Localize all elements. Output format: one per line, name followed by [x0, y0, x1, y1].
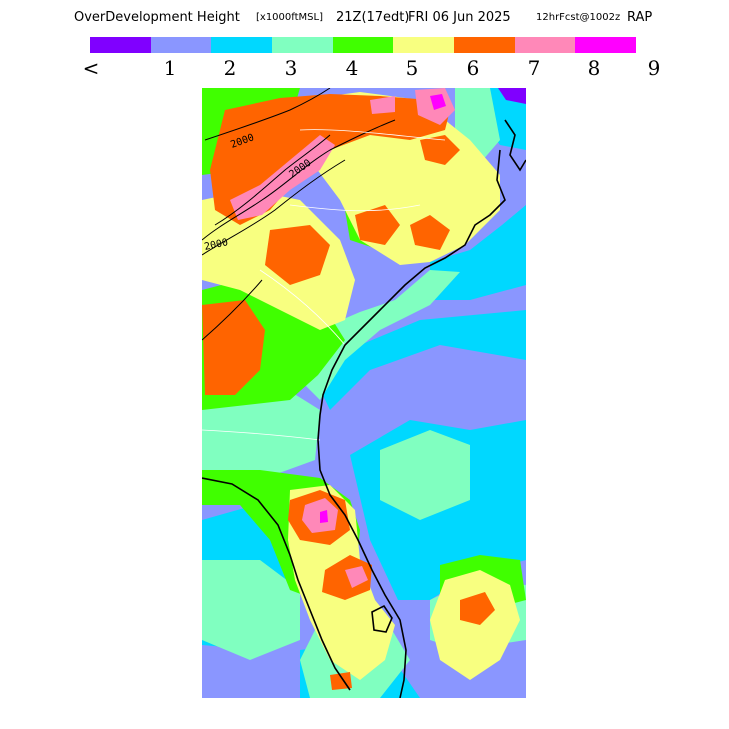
coastline-atlantic — [317, 149, 506, 698]
field-level-6-nc-piedmont — [265, 225, 330, 285]
field-level-3-offshore-fl — [380, 430, 470, 520]
legend-swatch — [514, 37, 576, 53]
field-level-6-nc-central — [355, 205, 400, 245]
coastline-chesapeake — [504, 119, 526, 172]
legend-swatch — [575, 37, 636, 53]
contour-line — [202, 279, 263, 341]
contour-line — [202, 159, 346, 256]
field-level-6-va-east — [420, 135, 460, 165]
field-level-8-va — [430, 94, 446, 110]
legend-label: 3 — [284, 56, 298, 80]
field-level-3-ga — [202, 385, 320, 480]
legend-label: < — [82, 56, 100, 80]
contour-label: 2000 — [203, 237, 229, 253]
legend-swatch — [211, 37, 272, 53]
legend-label: 8 — [587, 56, 601, 80]
legend-swatch — [271, 37, 333, 53]
legend-label: 6 — [466, 56, 480, 80]
state-border — [289, 204, 421, 212]
title-date: FRI 06 Jun 2025 — [408, 10, 511, 25]
field-level-6-bahamas — [460, 592, 495, 625]
legend-swatch — [332, 37, 394, 53]
field-level-6-nc-east — [410, 215, 450, 250]
field-level-6-fl-central — [322, 555, 372, 600]
legend-swatch — [90, 37, 151, 53]
state-border — [299, 129, 446, 141]
field-level-3-coast-ga — [300, 270, 460, 400]
title-model: RAP — [627, 10, 653, 25]
field-level-7-ridge — [230, 135, 335, 220]
coastline-gulf — [202, 477, 351, 691]
title-forecast: 12hrFcst@1002z — [536, 12, 621, 23]
legend-swatch — [150, 37, 212, 53]
contour-line — [214, 134, 331, 226]
legend-label: 2 — [223, 56, 237, 80]
field-level-5-bahamas — [430, 570, 520, 680]
contour-line — [202, 119, 396, 241]
legend-swatch — [453, 37, 515, 53]
lake-okeechobee — [371, 604, 393, 633]
color-legend-bar — [90, 37, 636, 53]
field-level-3-gulf-coast — [202, 560, 300, 660]
chart-title: OverDevelopment Height [x1000ftMSL] 21Z(… — [0, 9, 729, 27]
contour-line — [204, 88, 331, 141]
title-valid-time: 21Z(17edt) — [336, 10, 410, 25]
field-level-lt1-corner — [498, 88, 526, 104]
field-level-8-fl — [320, 510, 328, 523]
legend-label: 7 — [527, 56, 541, 80]
legend-label: 5 — [405, 56, 419, 80]
title-units: [x1000ftMSL] — [256, 12, 323, 23]
legend-labels: < 1 2 3 4 5 6 7 8 9 — [0, 56, 729, 80]
state-border — [202, 429, 321, 441]
field-level-6-sc — [202, 300, 265, 395]
overdevelopment-height-map: 2000 2000 2000 — [202, 88, 526, 698]
legend-swatch — [393, 37, 454, 53]
legend-label: 1 — [163, 56, 177, 80]
field-level-7-va — [370, 96, 395, 114]
legend-label: 4 — [345, 56, 359, 80]
field-level-7-fl-central — [345, 566, 368, 588]
state-border — [259, 269, 346, 346]
field-level-2-offshore — [318, 310, 526, 410]
legend-label: 9 — [647, 56, 661, 80]
title-product: OverDevelopment Height — [74, 10, 240, 25]
